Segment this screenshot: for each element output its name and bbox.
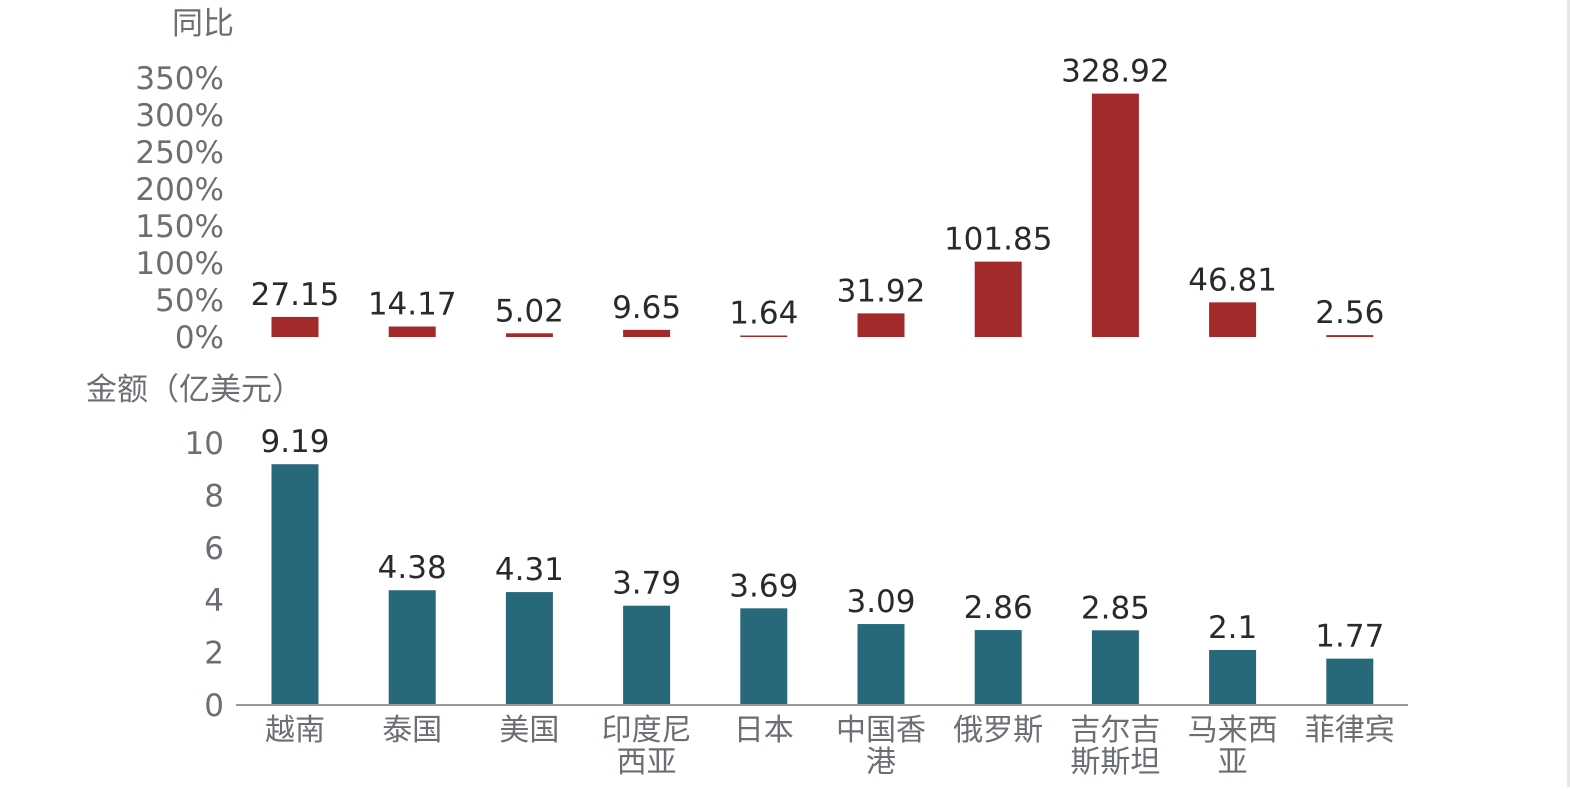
category-label-line: 越南 (265, 713, 325, 748)
amount-chart: 金额（亿美元） 10 8 6 4 2 0 9.19 4.38 4.31 3.79 3.69 3.09… (86, 372, 1408, 780)
amount-bar (271, 464, 319, 705)
yoy-bar (388, 326, 436, 337)
category-label-line: 西亚 (617, 745, 677, 780)
amount-y-tick-label: 8 (204, 478, 224, 514)
amount-axis-title: 金额（亿美元） (86, 372, 303, 408)
yoy-bar (623, 329, 671, 337)
yoy-data-label: 46.81 (1188, 262, 1277, 298)
category-label-line: 港 (866, 745, 896, 780)
category-label-line: 泰国 (382, 713, 442, 748)
amount-data-label: 2.86 (964, 590, 1033, 626)
yoy-y-tick-label: 0% (175, 320, 224, 356)
yoy-bar (1091, 93, 1139, 337)
amount-data-label: 3.69 (729, 568, 798, 604)
category-label-line: 菲律宾 (1305, 713, 1395, 748)
category-label: 中国香港 (836, 713, 926, 780)
yoy-y-tick-label: 300% (135, 98, 224, 134)
amount-bar (1209, 649, 1257, 705)
amount-bar (740, 608, 788, 705)
yoy-chart: 同比 350%300%250%200%150%100%50%0% 27.15 14… (135, 6, 1384, 356)
category-label-line: 中国香 (836, 713, 926, 748)
amount-data-label: 3.09 (846, 584, 915, 620)
right-edge-divider (1567, 0, 1570, 787)
yoy-data-label: 14.17 (368, 287, 457, 323)
yoy-bar (1326, 335, 1374, 337)
category-label-line: 俄罗斯 (953, 713, 1043, 748)
yoy-data-label: 5.02 (495, 293, 564, 329)
category-label: 日本 (734, 713, 794, 748)
amount-bar (623, 605, 671, 705)
category-label-line: 斯斯坦 (1070, 745, 1160, 780)
amount-bars (271, 464, 1374, 705)
yoy-y-ticks: 350%300%250%200%150%100%50%0% (135, 61, 224, 356)
amount-data-label: 2.85 (1081, 590, 1150, 626)
yoy-data-labels: 27.15 14.17 5.02 9.65 1.64 31.92 101.85 328.92 4… (251, 54, 1385, 332)
amount-y-tick-label: 10 (185, 426, 224, 462)
amount-data-label: 4.31 (495, 552, 564, 588)
yoy-data-label: 1.64 (729, 296, 798, 332)
yoy-y-tick-label: 150% (135, 209, 224, 245)
amount-bar (974, 630, 1022, 705)
amount-data-label: 4.38 (378, 550, 447, 586)
yoy-data-label: 31.92 (837, 273, 926, 309)
category-label-line: 亚 (1218, 745, 1248, 780)
amount-bar (857, 624, 905, 705)
amount-y-tick-label: 4 (204, 583, 224, 619)
yoy-bar (974, 261, 1022, 337)
yoy-bar (1209, 302, 1257, 337)
category-label: 菲律宾 (1305, 713, 1395, 748)
amount-data-label: 2.1 (1208, 610, 1257, 646)
category-label: 印度尼西亚 (602, 713, 692, 780)
amount-y-ticks: 10 8 6 4 2 0 (185, 426, 224, 724)
amount-bar (388, 590, 436, 705)
amount-bar (1091, 630, 1139, 705)
amount-bar (505, 592, 553, 705)
category-label: 吉尔吉斯斯坦 (1070, 713, 1160, 780)
category-label-line: 美国 (499, 713, 559, 748)
category-label: 马来西亚 (1188, 713, 1278, 780)
category-label: 越南 (265, 713, 325, 748)
category-label-line: 印度尼 (602, 713, 692, 748)
category-label-line: 马来西 (1188, 713, 1278, 748)
yoy-axis-title: 同比 (172, 6, 234, 42)
yoy-y-tick-label: 50% (155, 283, 224, 319)
yoy-y-tick-label: 350% (135, 61, 224, 97)
category-label: 泰国 (382, 713, 442, 748)
yoy-bars (271, 93, 1374, 337)
amount-data-label: 3.79 (612, 566, 681, 602)
amount-data-label: 1.77 (1315, 619, 1384, 655)
amount-data-label: 9.19 (260, 424, 329, 460)
amount-y-tick-label: 6 (204, 531, 224, 567)
yoy-data-label: 9.65 (612, 290, 681, 326)
yoy-bar (271, 316, 319, 337)
yoy-y-tick-label: 200% (135, 172, 224, 208)
category-label-line: 吉尔吉 (1070, 713, 1160, 748)
yoy-data-label: 2.56 (1315, 295, 1384, 331)
amount-y-tick-label: 2 (204, 636, 224, 672)
category-label: 美国 (499, 713, 559, 748)
yoy-y-tick-label: 100% (135, 246, 224, 282)
amount-y-tick-label: 0 (204, 688, 224, 724)
yoy-data-label: 328.92 (1061, 54, 1169, 90)
category-label-line: 日本 (734, 713, 794, 748)
yoy-bar (740, 335, 788, 337)
yoy-bar (505, 333, 553, 337)
amount-bar (1326, 658, 1374, 705)
amount-data-labels: 9.19 4.38 4.31 3.79 3.69 3.09 2.86 2.85 2.1 1.77 (260, 424, 1384, 654)
yoy-y-tick-label: 250% (135, 135, 224, 171)
yoy-data-label: 101.85 (944, 222, 1052, 258)
category-label: 俄罗斯 (953, 713, 1043, 748)
yoy-data-label: 27.15 (251, 277, 340, 313)
yoy-bar (857, 313, 905, 337)
